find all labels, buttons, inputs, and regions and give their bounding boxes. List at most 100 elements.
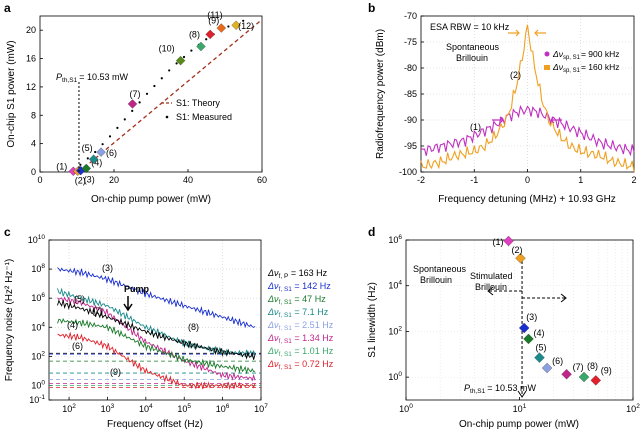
panel-d-threshold-text: Pth,S1 = 10.53 mW [464, 383, 536, 395]
panel-b-letter: b [368, 1, 375, 15]
y-tick-label: -100 [399, 167, 417, 177]
measured-dot [79, 163, 82, 166]
x-tick-label: 20 [109, 175, 119, 185]
data-point [127, 99, 138, 109]
y-tick-label: 12 [26, 82, 36, 92]
point-label: (7) [130, 89, 141, 99]
data-point [578, 371, 590, 383]
legend-entry: Δνf, S1 = 0.72 Hz [267, 359, 334, 371]
point-label: (4) [91, 157, 102, 167]
data-point [515, 252, 526, 264]
panel-b-xlabel: Frequency detuning (MHz) + 10.93 GHz [438, 194, 616, 205]
panel-b-rbw: ESA RBW = 10 kHz [430, 22, 510, 32]
noise-curve [57, 331, 256, 390]
x-tick-label: 0 [525, 175, 530, 185]
measured-dot [205, 38, 208, 41]
curve-label: (4) [67, 320, 78, 330]
data-point [518, 322, 530, 334]
y-tick-label: 10-1 [29, 394, 45, 405]
y-tick-label: 104 [388, 280, 402, 291]
point-label: (2) [75, 175, 86, 185]
panel-b-arrow-left-orange [508, 29, 520, 37]
panel-d-spont-line1: Spontaneous [413, 264, 467, 274]
panel-b-spont-line1: Spontaneous [446, 42, 500, 52]
x-tick-label: 105 [177, 403, 191, 414]
x-tick-label: 2 [631, 175, 636, 185]
data-point [196, 41, 206, 52]
panel-b-arrow-right-purple [550, 116, 562, 124]
data-point [175, 55, 186, 66]
noise-curve [57, 267, 256, 329]
curve-label: (8) [188, 322, 199, 332]
x-tick-label: 106 [216, 403, 230, 414]
y-tick-label: 102 [388, 325, 402, 336]
panel-c-frame [48, 239, 262, 401]
y-tick-label: 20 [26, 25, 36, 35]
y-tick-label: 100 [31, 379, 45, 390]
spont-arrowhead [487, 286, 494, 296]
point-label: (6) [552, 356, 563, 366]
measured-dot [153, 84, 156, 88]
panel-b-legend2-text: Δνsp, S1= 160 kHz [552, 62, 619, 74]
x-tick-label: 102 [626, 403, 640, 414]
x-tick-label: 40 [183, 175, 193, 185]
legend-entry: Δνf, S1 = 1.34 Hz [267, 333, 334, 345]
y-tick-label: 106 [31, 292, 45, 303]
point-label: (3) [84, 175, 95, 185]
panel-b-curve1-label: (1) [470, 122, 481, 132]
legend-entry: Δνf, P = 163 Hz [267, 268, 328, 280]
panel-a-frame [39, 15, 263, 173]
point-label: (7) [573, 362, 584, 372]
stim-arrowhead [560, 293, 567, 303]
data-point [561, 369, 572, 380]
point-label: (9) [208, 15, 219, 25]
y-tick-label: 1010 [28, 234, 46, 245]
point-label: (3) [526, 312, 537, 322]
x-tick-label: 101 [513, 403, 527, 414]
curve-label: (9) [110, 367, 121, 377]
curve-label: (6) [72, 341, 83, 351]
x-tick-label: 104 [139, 403, 153, 414]
measured-dot [160, 77, 163, 80]
panel-a-data: (1) (2)(3) (4) (5) (6) (7) (8) (9) (10) (11) (12) [56, 10, 263, 185]
legend-theory-text: S1: Theory [176, 98, 220, 108]
x-tick-label: 102 [62, 403, 76, 414]
y-tick-label: -85 [404, 89, 417, 99]
legend-entry: Δνf, S1 = 1.01 Hz [267, 346, 334, 358]
y-tick-label: -80 [404, 63, 417, 73]
point-label: (12) [238, 21, 254, 31]
y-tick-label: 0 [31, 167, 36, 177]
curve-label: (5) [74, 294, 85, 304]
panel-b-data [420, 24, 635, 172]
panel-b-arrow-left-purple [492, 116, 504, 124]
data-point [88, 154, 99, 164]
measured-dot [86, 157, 89, 160]
spectrum-line [420, 104, 635, 157]
measured-dot [145, 92, 149, 95]
measured-dot [131, 109, 134, 112]
panel-d-stim-line2: Brillouin [475, 282, 507, 292]
point-label: (10) [159, 44, 175, 54]
y-tick-label: 106 [388, 234, 402, 245]
point-label: (8) [189, 29, 200, 39]
curve-label: (3) [102, 263, 113, 273]
y-tick-label: 108 [31, 263, 45, 274]
panel-c-xlabel: Frequency offset (Hz) [107, 419, 203, 430]
data-point [523, 333, 534, 345]
panel-b-ylabel: Radiofrequency power (dBm) [375, 29, 386, 159]
point-label: (2) [511, 245, 522, 255]
point-label: (6) [106, 148, 117, 158]
panel-c: c 102 103 104 105 106 10710-11001021041061081… [4, 225, 334, 430]
point-label: (5) [82, 143, 93, 153]
legend-entry: Δνf, S1 = 142 Hz [267, 281, 331, 293]
measured-dot [175, 62, 178, 65]
measured-dot [138, 101, 141, 104]
measured-dot [108, 135, 112, 138]
y-tick-label: 104 [31, 321, 45, 332]
y-tick-label: 16 [26, 54, 36, 64]
point-label: (9) [601, 365, 612, 375]
panel-b-legend2-swatch [544, 65, 550, 70]
panel-c-ylabel: Frequency noise (Hz² Hz⁻¹) [4, 259, 15, 382]
legend-entry: Δνf, S1 = 47 Hz [267, 294, 326, 306]
